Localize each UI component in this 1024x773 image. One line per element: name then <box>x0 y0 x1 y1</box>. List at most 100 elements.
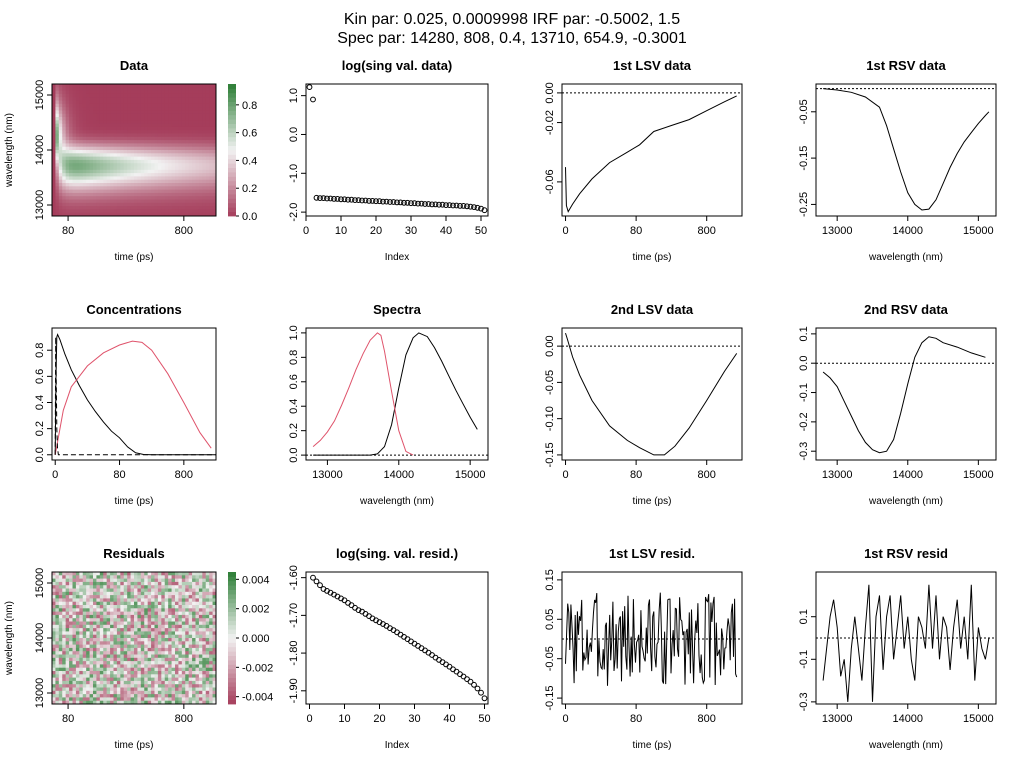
heatmap-cell <box>89 697 94 702</box>
heatmap-cell <box>106 684 111 688</box>
heatmap-cell <box>86 146 90 151</box>
heatmap-cell <box>86 664 90 669</box>
heatmap-cell <box>188 176 193 181</box>
heatmap-cell <box>171 146 176 151</box>
heatmap-cell <box>171 697 176 702</box>
heatmap-cell <box>103 97 108 101</box>
heatmap-cell <box>144 107 149 111</box>
heatmap-cell <box>86 572 90 576</box>
heatmap-cell <box>154 110 159 115</box>
heatmap-cell <box>171 133 176 138</box>
heatmap-cell <box>202 671 207 675</box>
heatmap-cell <box>137 97 142 101</box>
heatmap-cell <box>157 591 162 596</box>
heatmap-cell <box>113 150 118 154</box>
heatmap-cell <box>178 209 183 214</box>
heatmap-cell <box>188 196 193 200</box>
heatmap-cell <box>79 173 84 177</box>
heatmap-cell <box>106 163 111 167</box>
heatmap-cell <box>175 130 179 134</box>
heatmap-cell <box>103 87 108 91</box>
heatmap-cell <box>113 585 118 589</box>
heatmap-cell <box>123 130 128 134</box>
heatmap-cell <box>175 591 179 596</box>
heatmap-cell <box>161 647 166 652</box>
heatmap-cell <box>164 183 169 187</box>
heatmap-cell <box>185 578 190 583</box>
heatmap-cell <box>205 183 210 187</box>
heatmap-cell <box>171 153 176 157</box>
heatmap-cell <box>127 605 131 609</box>
heatmap-cell <box>164 628 169 632</box>
heatmap-cell <box>75 87 80 91</box>
heatmap-cell <box>82 641 87 645</box>
heatmap-cell <box>168 598 172 603</box>
heatmap-cell <box>198 572 203 576</box>
heatmap-cell <box>123 697 128 702</box>
colorbar-segment <box>228 211 236 217</box>
heatmap-cell <box>113 97 118 101</box>
heatmap-cell <box>96 97 101 101</box>
heatmap-cell <box>55 674 60 678</box>
heatmap-cell <box>99 159 104 164</box>
heatmap-cell <box>181 605 186 609</box>
heatmap-cell <box>157 588 162 593</box>
heatmap-cell <box>106 700 111 705</box>
heatmap-cell <box>93 189 97 194</box>
heatmap-cell <box>103 183 108 187</box>
heatmap-cell <box>164 202 169 207</box>
heatmap-cell <box>55 700 60 705</box>
y-tick-label: 0.1 <box>798 326 810 341</box>
heatmap-cell <box>147 647 152 652</box>
heatmap-cell <box>195 585 200 589</box>
heatmap-cell <box>62 176 67 181</box>
heatmap-cell <box>113 156 118 161</box>
heatmap-cell <box>130 206 135 210</box>
y-tick-label: 14000 <box>34 135 46 166</box>
heatmap-cell <box>157 107 162 111</box>
heatmap-cell <box>82 638 87 642</box>
heatmap-cell <box>72 179 77 184</box>
heatmap-cell <box>181 601 186 606</box>
heatmap-cell <box>198 578 203 583</box>
heatmap-cell <box>171 113 176 118</box>
heatmap-cell <box>137 572 142 576</box>
heatmap-cell <box>79 690 84 695</box>
heatmap-cell <box>65 644 70 649</box>
panel-title: 1st RSV data <box>866 58 946 73</box>
panel-title: log(sing. val. resid.) <box>336 546 458 561</box>
heatmap-cell <box>127 176 131 181</box>
heatmap-cell <box>185 595 190 599</box>
heatmap-cell <box>106 624 111 629</box>
heatmap-cell <box>168 608 172 612</box>
heatmap-cell <box>86 700 90 705</box>
heatmap-cell <box>130 150 135 154</box>
heatmap-cell <box>137 700 142 705</box>
heatmap-cell <box>171 667 176 672</box>
heatmap-cell <box>89 192 94 197</box>
heatmap-cell <box>62 601 67 606</box>
heatmap-cell <box>120 179 125 184</box>
heatmap-cell <box>205 107 210 111</box>
heatmap-cell <box>86 156 90 161</box>
heatmap-cell <box>209 146 213 151</box>
heatmap-cell <box>188 647 193 652</box>
heatmap-cell <box>110 680 114 685</box>
heatmap-cell <box>65 100 70 105</box>
heatmap-cell <box>52 143 56 148</box>
heatmap-cell <box>86 588 90 593</box>
heatmap-cell <box>99 572 104 576</box>
heatmap-cell <box>93 588 97 593</box>
colorbar-segment <box>228 607 236 612</box>
heatmap-cell <box>178 581 183 586</box>
heatmap-cell <box>157 578 162 583</box>
heatmap-cell <box>120 588 125 593</box>
heatmap-cell <box>116 169 121 174</box>
heatmap-cell <box>72 110 77 115</box>
heatmap-cell <box>65 209 70 214</box>
heatmap-cell <box>151 136 155 141</box>
heatmap-cell <box>69 146 73 151</box>
heatmap-cell <box>127 93 131 98</box>
heatmap-cell <box>164 647 169 652</box>
heatmap-cell <box>116 618 121 622</box>
